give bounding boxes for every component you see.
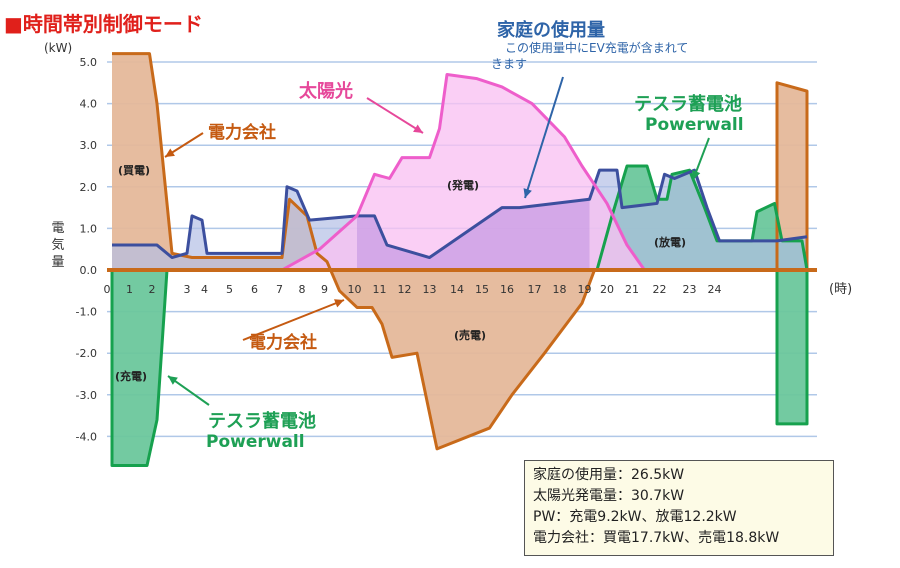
arrow-home-usage-head bbox=[523, 188, 532, 198]
y-tick-label: -3.0 bbox=[76, 389, 97, 402]
home-usage-note-line1: この使用量中にEV充電が含まれて bbox=[505, 41, 689, 55]
series-solar-line bbox=[281, 72, 646, 272]
series-powerwall-discharge-line bbox=[595, 164, 809, 271]
buy-annotation: (買電) bbox=[118, 164, 150, 177]
y-tick-label: 0.0 bbox=[80, 264, 98, 277]
battery-label-bottom-line1: テスラ蓄電池 bbox=[208, 411, 316, 432]
y-axis-label-char: 量 bbox=[51, 255, 64, 270]
arrow-company-bottom-shaft bbox=[242, 299, 345, 341]
x-tick-label: 1 bbox=[126, 283, 133, 296]
y-unit-label: (kW) bbox=[44, 41, 72, 55]
grid-company-label-bottom: 電力会社 bbox=[249, 333, 317, 353]
y-tick-label: 2.0 bbox=[80, 181, 98, 194]
x-tick-label: 19 bbox=[578, 283, 592, 296]
arrow-solar-shaft bbox=[366, 97, 424, 134]
x-tick-label: 5 bbox=[226, 283, 233, 296]
arrow-company-bottom-head bbox=[334, 299, 344, 308]
series-home-usage-line bbox=[112, 168, 808, 260]
x-tick-label: 8 bbox=[299, 283, 306, 296]
x-tick-label: 6 bbox=[251, 283, 258, 296]
arrow-home-usage-shaft bbox=[524, 76, 564, 199]
x-tick-label: 12 bbox=[398, 283, 412, 296]
battery-label-top-line1: テスラ蓄電池 bbox=[634, 94, 742, 115]
series-powerwall-night-charge-area bbox=[777, 270, 807, 424]
home-usage-label: 家庭の使用量 bbox=[497, 20, 605, 41]
series-home-usage-area bbox=[112, 170, 807, 270]
sell-annotation: (売電) bbox=[454, 328, 486, 342]
grid-company-label-top: 電力会社 bbox=[208, 123, 276, 143]
x-tick-label: 20 bbox=[600, 283, 614, 296]
x-tick-label: 24 bbox=[708, 283, 722, 296]
energy-summary-box: 家庭の使用量：26.5kW 太陽光発電量：30.7kW PW：充電9.2kW、放… bbox=[524, 460, 834, 556]
series-grid-company-night-line bbox=[775, 81, 809, 270]
x-tick-label: 9 bbox=[321, 283, 328, 296]
battery-label-top-line2: Powerwall bbox=[645, 115, 744, 135]
generate-annotation: (発電) bbox=[447, 178, 479, 192]
x-tick-label: 10 bbox=[348, 283, 362, 296]
series-powerwall-charge-line bbox=[110, 269, 169, 468]
y-axis-label-char: 電 bbox=[51, 221, 64, 236]
arrow-battery-top-head bbox=[692, 170, 701, 180]
arrow-battery-bottom-head bbox=[168, 376, 178, 385]
series-powerwall-charge-area bbox=[112, 270, 167, 466]
y-tick-label: 1.0 bbox=[80, 222, 98, 235]
y-axis-label-char: 気 bbox=[51, 237, 64, 253]
x-tick-label: 14 bbox=[450, 283, 464, 296]
x-tick-label: 17 bbox=[528, 283, 542, 296]
y-tick-label: -2.0 bbox=[76, 347, 97, 360]
x-tick-label: 7 bbox=[276, 283, 283, 296]
home-usage-note-line2: きます bbox=[491, 57, 528, 71]
summary-home-usage: 家庭の使用量：26.5kW bbox=[533, 467, 685, 483]
summary-solar-generation: 太陽光発電量：30.7kW bbox=[533, 488, 685, 504]
summary-grid-company: 電力会社：買電17.7kW、売電18.8kW bbox=[533, 530, 780, 546]
battery-label-bottom-line2: Powerwall bbox=[206, 432, 305, 452]
arrow-solar-head bbox=[413, 124, 423, 133]
x-tick-label: 2 bbox=[149, 283, 156, 296]
x-tick-label: 11 bbox=[373, 283, 387, 296]
solar-label: 太陽光 bbox=[299, 81, 353, 102]
x-tick-label: 22 bbox=[653, 283, 667, 296]
series-grid-company-area bbox=[112, 53, 595, 449]
x-tick-label: 21 bbox=[625, 283, 639, 296]
series-home-solar-overlap bbox=[357, 199, 590, 270]
y-tick-label: 4.0 bbox=[80, 98, 98, 111]
y-tick-label: 5.0 bbox=[80, 56, 98, 69]
y-tick-label: -4.0 bbox=[76, 430, 97, 443]
discharge-annotation: (放電) bbox=[654, 235, 686, 249]
series-grid-company-night-area bbox=[777, 82, 807, 270]
charge-annotation: (充電) bbox=[115, 369, 147, 383]
summary-powerwall: PW：充電9.2kW、放電12.2kW bbox=[533, 509, 737, 525]
y-tick-label: 3.0 bbox=[80, 139, 98, 152]
page-title: ■時間帯別制御モード bbox=[4, 12, 203, 36]
y-tick-label: -1.0 bbox=[76, 306, 97, 319]
x-tick-label: 4 bbox=[201, 283, 208, 296]
x-tick-label: 0 bbox=[104, 283, 111, 296]
x-tick-label: 15 bbox=[475, 283, 489, 296]
x-tick-label: 3 bbox=[184, 283, 191, 296]
annotation-arrows bbox=[164, 76, 710, 406]
arrow-company-top-head bbox=[165, 148, 175, 157]
x-tick-label: 18 bbox=[553, 283, 567, 296]
chart-text: 5.04.03.02.01.00.0-1.0-2.0-3.0-4.00 1 2 3 4 5… bbox=[44, 41, 852, 443]
x-axis-label: (時) bbox=[829, 282, 852, 297]
x-tick-label: 13 bbox=[423, 283, 437, 296]
series-powerwall-night-charge-line bbox=[775, 270, 809, 426]
x-tick-label: 16 bbox=[500, 283, 514, 296]
x-tick-label: 23 bbox=[683, 283, 697, 296]
series-areas bbox=[110, 52, 809, 468]
